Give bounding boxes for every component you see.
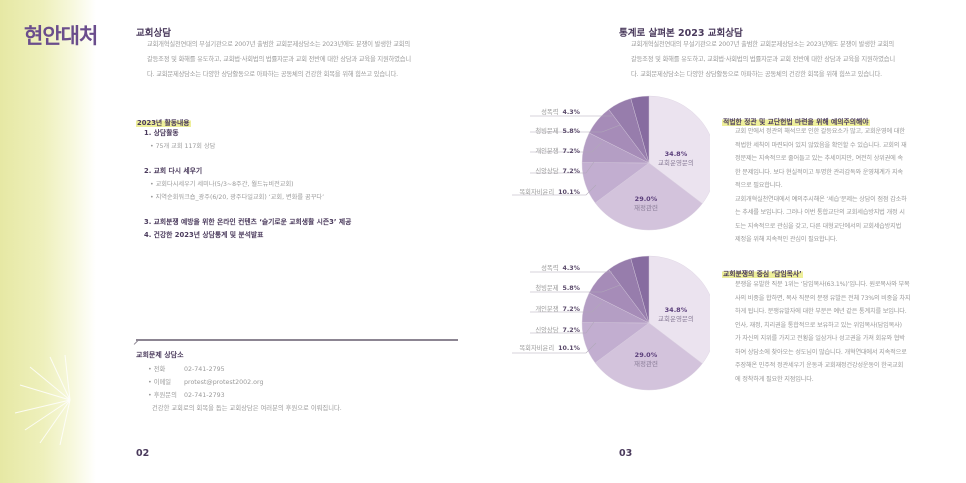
contact-value: 02-741-2793 — [184, 392, 225, 399]
contact-phone: • 전화 02-741-2795 — [148, 364, 225, 373]
page-number-right: 03 — [619, 448, 633, 459]
activity-subitem: • 지역순회워크숍_광주(6/20, 광주다일교회) ‘교회, 변화를 꿈꾸다’ — [150, 194, 325, 201]
activity-item: 4. 건강한 2023년 상담통계 및 분석발표 — [144, 231, 264, 239]
pie-label: 개인분쟁 7.2% — [535, 306, 580, 313]
contact-value[interactable]: protest@protest2002.org — [184, 379, 264, 386]
contact-note: 건강한 교회로의 회복을 돕는 교회상담은 여러분의 후원으로 이뤄집니다. — [152, 405, 342, 412]
intro-line: 갈등조정 및 화해를 유도하고, 교회법·사회법의 법률자문과 교회 전반에 대… — [631, 56, 895, 63]
activity-subitem: • 75개 교회 117회 상담 — [150, 143, 216, 150]
pie-label: 목회자비윤리 10.1% — [519, 189, 580, 196]
activity-item: 1. 상담활동 — [144, 129, 179, 137]
pie-label: 청빙문제 5.8% — [535, 285, 580, 292]
pie-inner-label: 29.0% 재정관련 — [634, 195, 658, 212]
pie-label: 청빙문제 5.8% — [535, 128, 580, 135]
contact-title: 교회문제 상담소 — [136, 351, 184, 359]
intro-line: 다. 교회문제상담소는 다양한 상담활동으로 아파하는 공동체의 건강한 회복을… — [147, 71, 398, 78]
block1-title: 적법한 정관 및 교단헌법 마련을 위해 예의주의해야 — [722, 116, 870, 126]
pie-label: 성폭력 4.3% — [541, 265, 580, 272]
intro-line: 다. 교회문제상담소는 다양한 상담활동으로 아파하는 공동체의 건강한 회복을… — [631, 71, 882, 78]
contact-email: • 이메일 protest@protest2002.org — [148, 377, 263, 386]
right-intro-paragraph: 교회개혁실천연대의 부설기관으로 2007년 출범한 교회문제상담소는 2023… — [631, 37, 951, 82]
decorative-gradient-strip — [0, 0, 96, 483]
pie-label: 성폭력 4.3% — [541, 109, 580, 116]
spread-title: 현안대처 — [24, 24, 98, 48]
activities-list: 1. 상담활동 • 75개 교회 117회 상담 2. 교회 다시 세우기 • … — [136, 127, 351, 242]
pie-label: 개인분쟁 7.2% — [535, 148, 580, 155]
pie-inner-label: 34.8% 교회운영문의 — [658, 150, 694, 167]
activities-title: 2023년 활동내용 — [136, 117, 191, 127]
activity-item: 3. 교회분쟁 예방을 위한 온라인 컨텐츠 ‘슬기로운 교회생활 시즌3’ 제… — [144, 218, 352, 226]
contact-value: 02-741-2795 — [184, 366, 225, 373]
pie-chart-1: 성폭력 4.3% 청빙문제 5.8% 개인분쟁 7.2% 신앙상담 7.2% 목회자비윤… — [510, 95, 710, 235]
starburst-icon — [14, 355, 71, 445]
intro-line: 교회개혁실천연대의 부설기관으로 2007년 출범한 교회문제상담소는 2023… — [631, 41, 894, 48]
contact-key: • 전화 — [148, 366, 166, 373]
intro-line: 교회개혁실천연대의 부설기관으로 2007년 출범한 교회문제상담소는 2023… — [147, 41, 410, 48]
pie-inner-label: 34.8% 교회운영문의 — [658, 306, 694, 323]
page-number-left: 02 — [136, 448, 150, 459]
pie-label: 신앙상담 7.2% — [535, 327, 580, 334]
block2-paragraph: 분쟁을 유발한 직분 1위는 ‘담임목사(63.1%)’입니다. 원로목사와 부… — [735, 281, 911, 383]
contact-donation: • 후원문의 02-741-2793 — [148, 390, 225, 399]
activity-item: 2. 교회 다시 세우기 — [144, 167, 203, 175]
pie-label: 신앙상담 7.2% — [535, 168, 580, 175]
block2-title: 교회분쟁의 중심 ‘담임목사’ — [722, 268, 803, 278]
pie-graphic — [512, 95, 710, 231]
left-section-title: 교회상담 — [136, 28, 171, 39]
pie-graphic — [512, 255, 710, 391]
block1-paragraph: 교회 안에서 정관의 해석으로 인한 갈등요소가 많고, 교회운영에 대한 적법… — [735, 128, 907, 243]
right-section-title: 통계로 살펴본 2023 교회상담 — [619, 28, 743, 39]
section-divider — [136, 339, 458, 341]
contact-key: • 이메일 — [148, 379, 172, 386]
intro-line: 갈등조정 및 화해를 유도하고, 교회법·사회법의 법률자문과 교회 전반에 대… — [147, 56, 411, 63]
contact-key: • 후원문의 — [148, 392, 177, 399]
left-intro-paragraph: 교회개혁실천연대의 부설기관으로 2007년 출범한 교회문제상담소는 2023… — [147, 37, 467, 82]
activity-subitem: • 교회다시세우기 세미나(5/3~8주간, 월드뉴비전교회) — [150, 181, 294, 188]
pie-chart-2: 성폭력 4.3% 청빙문제 5.8% 개인분쟁 7.2% 신앙상담 7.2% 목회자비윤… — [510, 255, 710, 395]
pie-inner-label: 29.0% 재정관련 — [634, 351, 658, 368]
pie-label: 목회자비윤리 10.1% — [519, 345, 580, 352]
